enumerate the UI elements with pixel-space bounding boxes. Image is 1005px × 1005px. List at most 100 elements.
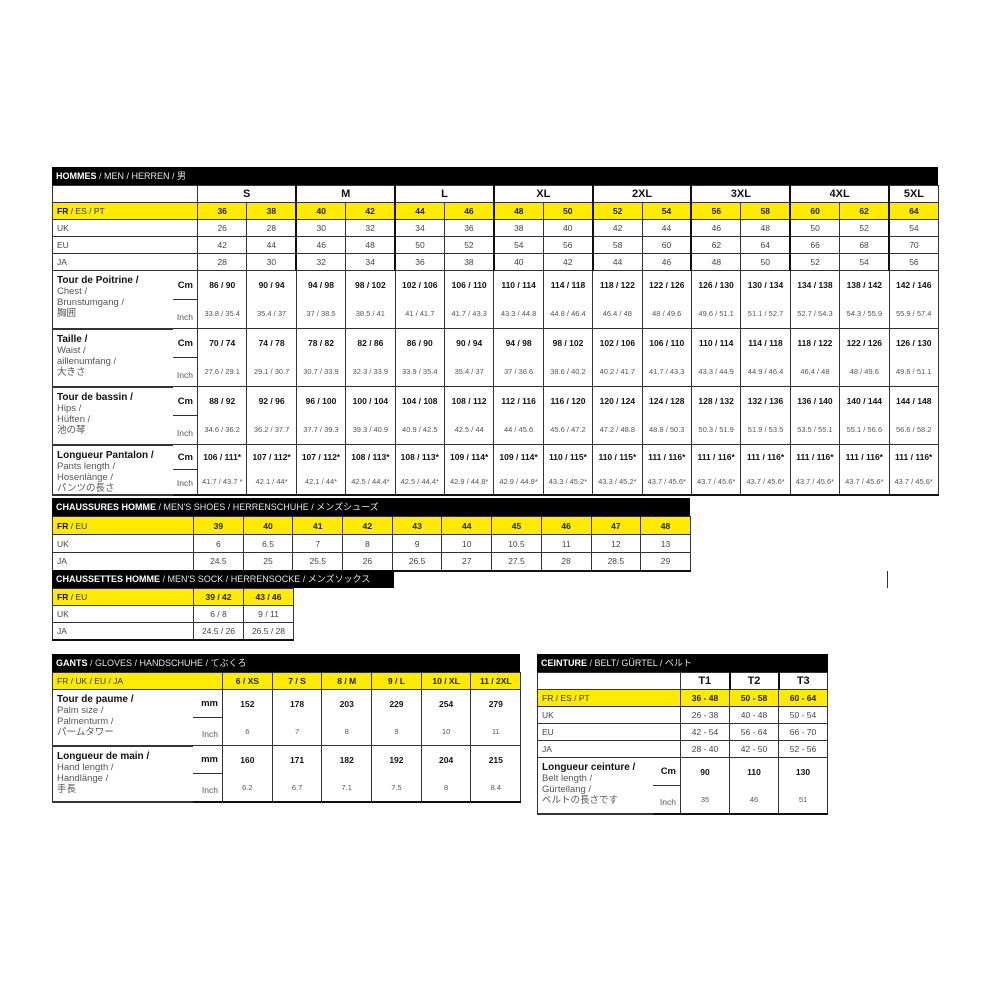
unit-label: Inch [652,785,681,814]
men-row: FR / ES / PT 36 38 40 42 44 46 48 50 52 54 56 58 60 62… [52,202,939,220]
belt-cell: 66 - 70 [778,723,828,741]
men-measure-cell: 53.5 / 55.1 [789,415,841,445]
men-cell: 48 [690,253,742,271]
men-measure-cell: 108 / 112 [443,386,495,416]
men-cell: 60 [641,236,693,254]
men-measure-cell: 41 / 41.7 [394,299,445,329]
men-measure-cell: 126 / 130 [888,328,939,358]
belt-measure-cell: 110 [729,757,779,786]
men-cell: 46 [295,236,347,254]
men-measure-cell: 107 / 112* [246,444,297,470]
row-label-text: UK [57,223,69,233]
belt-row: FR / ES / PT 36 - 48 50 - 58 60 - 64 [537,689,828,707]
size-group-5xl: 5XL [887,185,939,203]
men-cell: 48 [493,202,544,220]
men-measure-cell: 110 / 114 [493,270,544,300]
gloves-measure-cell: 7.5 [371,773,422,802]
row-label-text: JA [57,625,67,636]
men-measure-cell: 110 / 114 [690,328,742,358]
men-row-label: JA [52,253,198,271]
men-measure-cm-row: Tour de Poitrine / Chest / Brunstumgang / 胸… [52,270,939,330]
shoes-cell: 43 [391,516,443,535]
men-cell: 64 [740,236,792,254]
gloves-measure-cell: 10 [420,717,472,746]
men-size-group-blank [52,185,198,203]
men-measure-cell: 138 / 142 [839,270,890,300]
men-measure-cell: 112 / 116 [493,386,544,416]
men-measure-cell: 41.7 / 43.7 * [196,469,248,495]
row-label-text: EU [57,240,69,250]
men-measure-cell: 38.5 / 41 [345,299,396,329]
belt-row-label: FR / ES / PT [537,689,681,707]
shoes-cell: 46 [540,516,592,535]
men-cell: 54 [839,253,891,271]
row-label-text: UK [57,609,69,619]
men-row-label: UK [52,219,198,237]
row-label-bold: FR [57,206,69,216]
men-measure-cell: 42.5 / 44 [443,415,495,445]
measure-name-line: Tour de paume / [57,694,134,705]
stray-mark-divider [887,571,888,588]
socks-row: FR / EU 39 / 42 43 / 46 [52,588,294,606]
men-measure-cell: 82 / 86 [345,328,396,358]
men-cell: 62 [690,236,742,254]
men-measure-cell: 41.7 / 43.3 [443,299,495,329]
men-measure-cell: 46.4 / 48 [592,299,643,329]
row-label-bold: FR [57,520,69,531]
belt-measure-cell: 46 [729,785,779,814]
men-measure-cell: 111 / 116* [641,444,692,470]
size-group-l: L [394,185,495,203]
men-cell: 42 [592,219,643,237]
gloves-measure-cell: 6.7 [271,773,323,802]
men-measure-cell: 45.6 / 47.2 [542,415,594,445]
men-cell: 40 [295,202,347,220]
row-label-bold: FR [57,592,69,602]
shoes-row-label: JA [52,552,194,571]
men-cell: 38 [493,219,544,237]
belt-cell: 50 - 54 [778,706,828,724]
unit-label: mm [192,689,223,718]
size-group-t1: T1 [680,672,730,690]
belt-size-group-row: T1 T2 T3 [537,672,828,690]
men-measure-cm-row: Taille / Waist / aillenumfang / 大きさ Cm 70 / 7… [52,328,939,388]
measure-name-line: Gürtellang / [542,784,592,795]
socks-title-bold: CHAUSSETTES HOMME [56,574,161,584]
men-measure-cell: 44.9 / 46.4 [740,357,791,387]
men-measure-cell: 96 / 100 [295,386,347,416]
measure-name-line: Tour de Poitrine / [57,275,139,286]
men-measure-cell: 124 / 128 [641,386,692,416]
men-measure-cell: 32.3 / 33.9 [345,357,396,387]
belt-table: T1 T2 T3 FR / ES / PT 36 - 48 50 - 58 60 - 64 U… [537,672,828,815]
socks-title-rest: / MEN'S SOCK / HERRENSOCKE / メンズソックス [160,574,371,584]
socks-cell: 39 / 42 [193,588,244,606]
men-table: S M L XL 2XL 3XL 4XL 5XL FR / ES / PT 36 38 40 42 44 4… [52,185,939,496]
men-cell: 44 [641,219,693,237]
men-measure-cell: 109 / 114* [493,444,544,470]
shoes-cell: 44 [441,516,493,535]
size-group-t3: T3 [777,672,828,690]
belt-title-bold: CEINTURE [541,658,588,668]
men-measure-cell: 42.9 / 44.8* [443,469,495,495]
men-measure-cell: 88 / 92 [196,386,248,416]
men-cell: 58 [740,202,792,220]
men-measure-cell: 111 / 116* [888,444,939,470]
gloves-measure-cell: 192 [371,745,422,774]
socks-size-chart: CHAUSSETTES HOMME / MEN'S SOCK / HERRENS… [52,570,394,641]
men-title-bold: HOMMES [56,171,97,181]
belt-cell: 40 - 48 [729,706,779,724]
belt-size-chart: CEINTURE / BELT/ GÜRTEL / ベルト T1 T2 T3 FR / … [537,654,828,815]
unit-label: Cm [172,386,198,416]
unit-label: Cm [172,270,198,300]
men-measure-cell: 140 / 144 [839,386,890,416]
men-cell: 68 [839,236,891,254]
men-cell: 38 [443,253,495,271]
men-measure-cell: 130 / 134 [740,270,791,300]
men-measure-cell: 132 / 136 [740,386,791,416]
gloves-measure-cell: 229 [371,689,422,718]
men-measure-cell: 144 / 148 [888,386,939,416]
men-measure-cell: 30.7 / 33.9 [295,357,347,387]
belt-row-label: EU [537,723,681,741]
men-cell: 50 [740,253,792,271]
belt-measure-cell: 130 [778,757,828,786]
